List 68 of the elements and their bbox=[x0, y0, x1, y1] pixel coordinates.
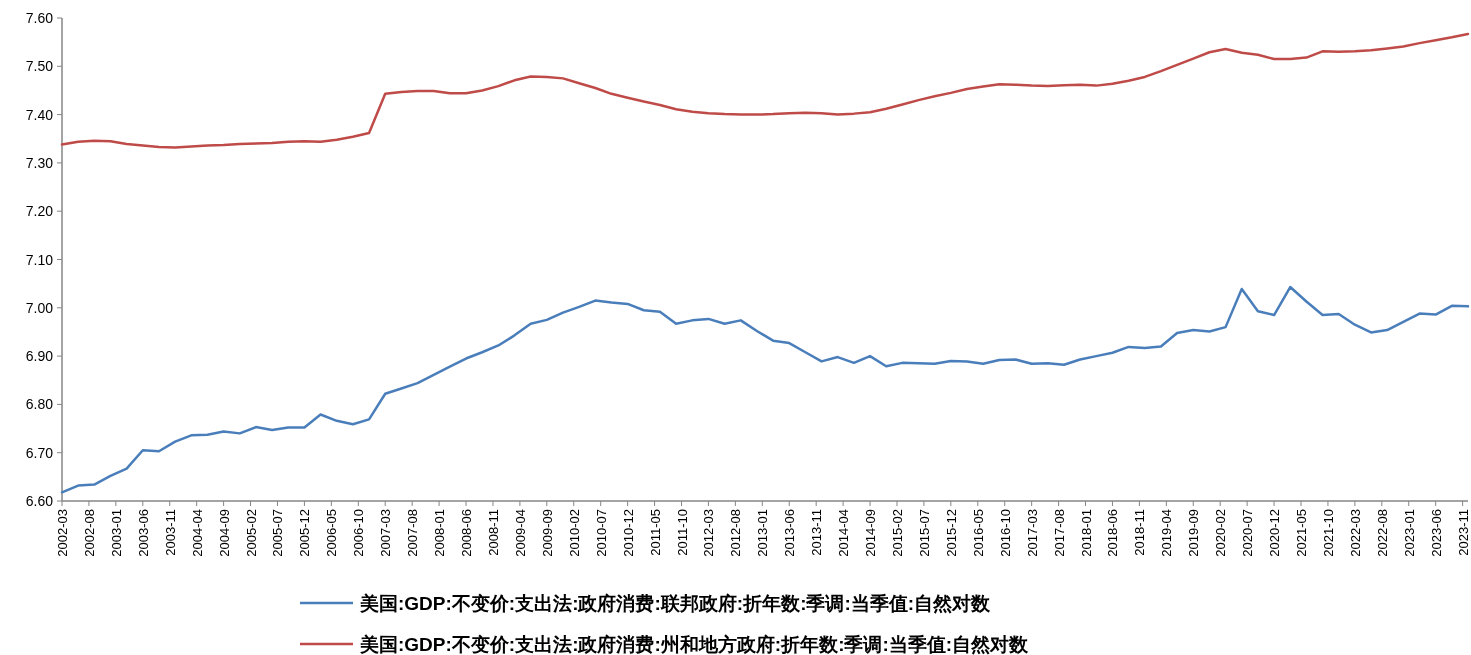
y-tick-label: 7.40 bbox=[25, 106, 54, 123]
x-tick-label: 2019-09 bbox=[1186, 509, 1202, 557]
x-tick-label: 2011-10 bbox=[674, 509, 690, 556]
y-tick-label: 6.60 bbox=[25, 493, 54, 509]
x-tick-label: 2003-01 bbox=[108, 509, 124, 557]
x-tick-label: 2014-09 bbox=[863, 509, 879, 557]
line-series bbox=[60, 285, 1470, 494]
x-tick-label: 2003-06 bbox=[135, 509, 151, 557]
x-tick-label: 2010-07 bbox=[593, 509, 609, 557]
x-tick-label: 2015-12 bbox=[943, 509, 959, 557]
x-tick-label: 2006-05 bbox=[324, 509, 340, 557]
x-tick-label: 2020-12 bbox=[1267, 509, 1283, 557]
x-tick-label: 2023-01 bbox=[1401, 509, 1417, 557]
x-tick-label: 2019-04 bbox=[1159, 509, 1175, 557]
x-tick-label: 2018-06 bbox=[1105, 509, 1121, 557]
y-tick-label: 6.80 bbox=[25, 396, 54, 413]
x-tick-label: 2008-06 bbox=[459, 509, 475, 557]
y-tick-label: 7.00 bbox=[25, 299, 54, 316]
x-tick-label: 2008-11 bbox=[485, 509, 501, 556]
y-tick-label: 6.70 bbox=[25, 444, 54, 461]
x-tick-label: 2013-01 bbox=[755, 509, 771, 557]
x-tick-label: 2012-08 bbox=[728, 509, 744, 557]
x-tick-label: 2018-01 bbox=[1078, 509, 1094, 557]
x-tick-label: 2020-02 bbox=[1213, 509, 1229, 557]
x-tick-label: 2017-08 bbox=[1051, 509, 1067, 557]
x-tick-label: 2009-04 bbox=[512, 509, 528, 557]
x-tick-label: 2023-11 bbox=[1455, 509, 1471, 556]
x-tick-label: 2005-12 bbox=[297, 509, 313, 557]
x-tick-label: 2012-03 bbox=[701, 509, 717, 557]
x-tick-label: 2006-10 bbox=[351, 509, 367, 557]
x-tick-label: 2015-07 bbox=[916, 509, 932, 557]
x-tick-label: 2004-09 bbox=[216, 509, 232, 557]
x-tick-label: 2007-03 bbox=[378, 509, 394, 557]
x-tick-label: 2004-04 bbox=[189, 509, 205, 557]
x-tick-label: 2005-07 bbox=[270, 509, 286, 557]
y-tick-label: 7.30 bbox=[25, 154, 54, 171]
x-tick-label: 2011-05 bbox=[647, 509, 663, 556]
legend-label: 美国:GDP:不变价:支出法:政府消费:州和地方政府:折年数:季调:当季值:自然对数 bbox=[359, 634, 1030, 655]
x-tick-label: 2020-07 bbox=[1240, 509, 1256, 557]
line-series bbox=[60, 32, 1470, 149]
x-tick-label: 2003-11 bbox=[162, 509, 178, 556]
x-tick-label: 2010-12 bbox=[620, 509, 636, 557]
x-tick-label: 2021-10 bbox=[1320, 509, 1336, 557]
x-tick-label: 2018-11 bbox=[1132, 509, 1148, 556]
x-tick-label: 2016-05 bbox=[970, 509, 986, 557]
x-tick-label: 2002-08 bbox=[81, 509, 97, 557]
y-tick-label: 7.20 bbox=[25, 203, 54, 220]
x-tick-label: 2013-06 bbox=[782, 509, 798, 557]
x-tick-label: 2022-08 bbox=[1374, 509, 1390, 557]
x-tick-label: 2016-10 bbox=[997, 509, 1013, 557]
x-tick-label: 2007-08 bbox=[405, 509, 421, 557]
x-tick-label: 2014-04 bbox=[836, 509, 852, 557]
y-tick-label: 7.60 bbox=[25, 10, 54, 26]
legend-label: 美国:GDP:不变价:支出法:政府消费:联邦政府:折年数:季调:当季值:自然对数 bbox=[359, 593, 992, 614]
x-tick-label: 2013-11 bbox=[809, 509, 825, 556]
x-tick-label: 2021-05 bbox=[1294, 509, 1309, 557]
y-tick-label: 7.10 bbox=[25, 251, 54, 268]
x-tick-label: 2009-09 bbox=[539, 509, 555, 557]
x-tick-label: 2002-03 bbox=[55, 509, 70, 557]
x-tick-label: 2005-02 bbox=[243, 509, 259, 557]
x-tick-label: 2022-03 bbox=[1347, 509, 1363, 557]
x-tick-label: 2015-02 bbox=[889, 509, 905, 557]
x-tick-label: 2008-01 bbox=[432, 509, 448, 557]
y-tick-label: 6.90 bbox=[25, 348, 54, 365]
x-tick-label: 2023-06 bbox=[1428, 509, 1444, 557]
y-tick-label: 7.50 bbox=[25, 58, 54, 75]
x-tick-label: 2017-03 bbox=[1024, 509, 1040, 557]
x-tick-label: 2010-02 bbox=[566, 509, 582, 557]
